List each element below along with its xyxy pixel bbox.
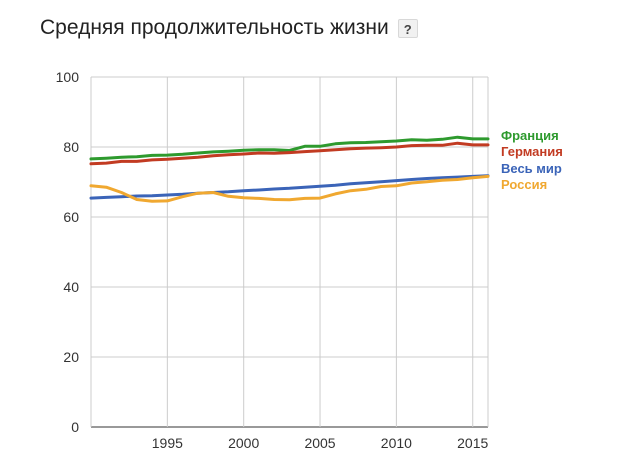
x-tick-label: 2000 [228,435,259,451]
y-tick-label: 100 [56,69,80,85]
y-tick-label: 0 [71,419,79,435]
series-line-2[interactable] [89,174,490,200]
y-tick-label: 20 [63,349,79,365]
x-tick-label: 2015 [457,435,488,451]
legend-entry[interactable]: Россия [501,177,547,192]
legend-entry[interactable]: Германия [501,144,563,159]
x-tick-label: 2005 [304,435,335,451]
legend-entry[interactable]: Весь мир [501,161,562,176]
x-tick-label: 2010 [381,435,412,451]
grid-lines [90,76,489,428]
series-line-0[interactable] [89,135,490,161]
y-tick-label: 40 [63,279,79,295]
y-tick-label: 60 [63,209,79,225]
series-lines [89,135,490,203]
series-line-3[interactable] [89,174,490,203]
axes: 0 20 40 60 80 100 1995 2000 2005 2010 2015 [56,69,489,451]
legend-entry[interactable]: Франция [501,128,559,143]
x-tick-label: 1995 [152,435,183,451]
chart-header: Средняя продолжительность жизни ? [40,16,418,40]
help-button[interactable]: ? [397,18,418,38]
series-line-1[interactable] [89,141,490,166]
chart-title: Средняя продолжительность жизни [40,16,389,39]
y-tick-label: 80 [63,139,79,155]
